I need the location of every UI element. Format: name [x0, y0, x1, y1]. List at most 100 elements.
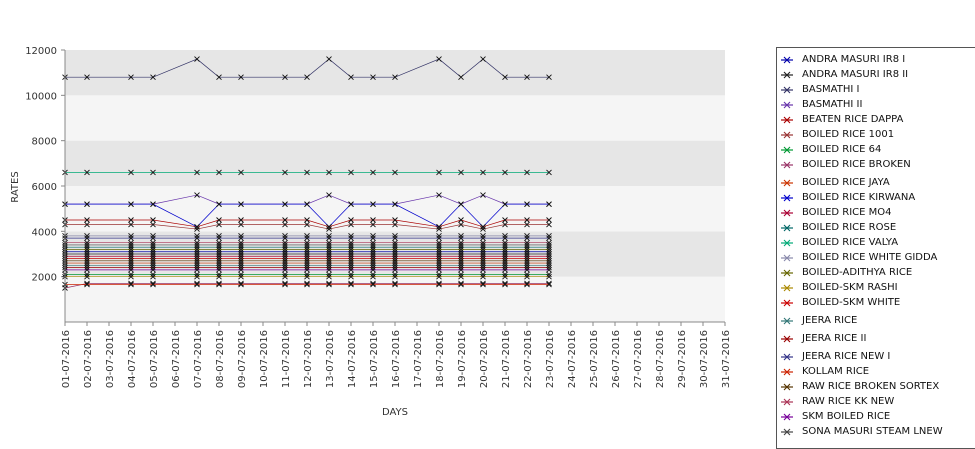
data-point	[436, 248, 442, 255]
data-point	[370, 235, 376, 241]
data-point	[304, 242, 310, 248]
data-point	[128, 257, 134, 264]
data-point	[370, 260, 376, 266]
data-point	[238, 244, 244, 251]
data-point	[546, 233, 552, 239]
data-point	[326, 255, 332, 262]
data-point	[194, 246, 200, 253]
grid-band	[65, 140, 725, 186]
grid-band	[65, 186, 725, 232]
data-point	[392, 169, 398, 176]
data-point	[524, 267, 530, 273]
data-point	[194, 233, 200, 239]
data-point	[150, 253, 156, 260]
data-point	[304, 262, 310, 269]
data-point	[370, 239, 376, 246]
data-point	[546, 201, 552, 207]
data-point	[502, 169, 508, 176]
x-tick-label: 20-07-2016	[479, 330, 490, 388]
data-point	[84, 255, 90, 262]
data-point	[238, 253, 244, 260]
y-tick-label: 8000	[32, 137, 57, 148]
legend-marker-icon	[781, 86, 793, 94]
series	[62, 242, 552, 248]
data-point	[524, 251, 530, 257]
data-point	[282, 257, 288, 264]
data-point	[480, 56, 486, 62]
x-tick-label: 30-07-2016	[699, 330, 710, 388]
legend-marker-icon	[781, 71, 793, 79]
data-point	[194, 253, 200, 260]
data-point	[128, 246, 134, 253]
data-point	[326, 235, 332, 241]
data-point	[194, 281, 200, 288]
legend-label: BOILED-SKM WHITE	[802, 297, 901, 308]
data-point	[392, 253, 398, 260]
data-point	[194, 251, 200, 257]
legend-marker-icon	[781, 224, 793, 232]
data-point	[392, 267, 398, 273]
series	[62, 239, 552, 246]
data-point	[524, 235, 530, 241]
data-point	[370, 244, 376, 251]
data-point	[392, 221, 398, 228]
data-point	[128, 280, 134, 287]
data-point	[370, 242, 376, 248]
series	[62, 233, 552, 239]
data-point	[304, 248, 310, 255]
data-point	[194, 280, 200, 287]
data-point	[304, 281, 310, 288]
data-point	[370, 257, 376, 264]
series	[62, 248, 552, 255]
data-point	[524, 217, 530, 223]
legend-label: JEERA RICE	[802, 315, 858, 326]
x-tick-label: 25-07-2016	[589, 330, 600, 388]
legend-label: JEERA RICE II	[802, 333, 867, 344]
data-point	[480, 253, 486, 260]
legend: ANDRA MASURI IR8 I ANDRA MASURI IR8 II BAS…	[776, 47, 975, 449]
data-point	[84, 235, 90, 241]
legend-label: BEATEN RICE DAPPA	[802, 114, 904, 125]
data-point	[150, 239, 156, 246]
x-tick-label: 01-07-2016	[61, 330, 72, 388]
data-point	[282, 251, 288, 257]
data-point	[128, 239, 134, 246]
data-point	[502, 74, 508, 81]
legend-marker-icon	[781, 101, 793, 109]
legend-label: BASMATHI I	[802, 84, 860, 95]
data-point	[392, 255, 398, 262]
data-point	[436, 226, 442, 232]
data-point	[84, 169, 90, 176]
data-point	[150, 248, 156, 255]
data-point	[480, 223, 486, 230]
x-tick-label: 14-07-2016	[347, 330, 358, 388]
data-point	[458, 235, 464, 241]
data-point	[150, 201, 156, 207]
data-point	[502, 235, 508, 241]
data-point	[304, 251, 310, 257]
legend-label: SKM BOILED RICE	[802, 411, 891, 422]
data-point	[238, 255, 244, 262]
data-point	[348, 264, 354, 271]
data-point	[194, 169, 200, 176]
data-point	[458, 74, 464, 81]
data-point	[458, 281, 464, 288]
x-tick-label: 24-07-2016	[567, 330, 578, 388]
data-point	[436, 251, 442, 257]
x-tick-label: 18-07-2016	[435, 330, 446, 388]
data-point	[194, 248, 200, 255]
data-point	[524, 255, 530, 262]
data-point	[524, 233, 530, 239]
data-point	[436, 271, 442, 278]
data-point	[524, 264, 530, 271]
data-point	[370, 280, 376, 287]
data-point	[524, 239, 530, 246]
data-point	[436, 233, 442, 239]
data-point	[480, 255, 486, 262]
data-point	[216, 251, 222, 257]
x-tick-label: 03-07-2016	[105, 330, 116, 388]
data-point	[216, 264, 222, 271]
data-point	[458, 248, 464, 255]
data-point	[392, 244, 398, 251]
data-point	[458, 260, 464, 266]
